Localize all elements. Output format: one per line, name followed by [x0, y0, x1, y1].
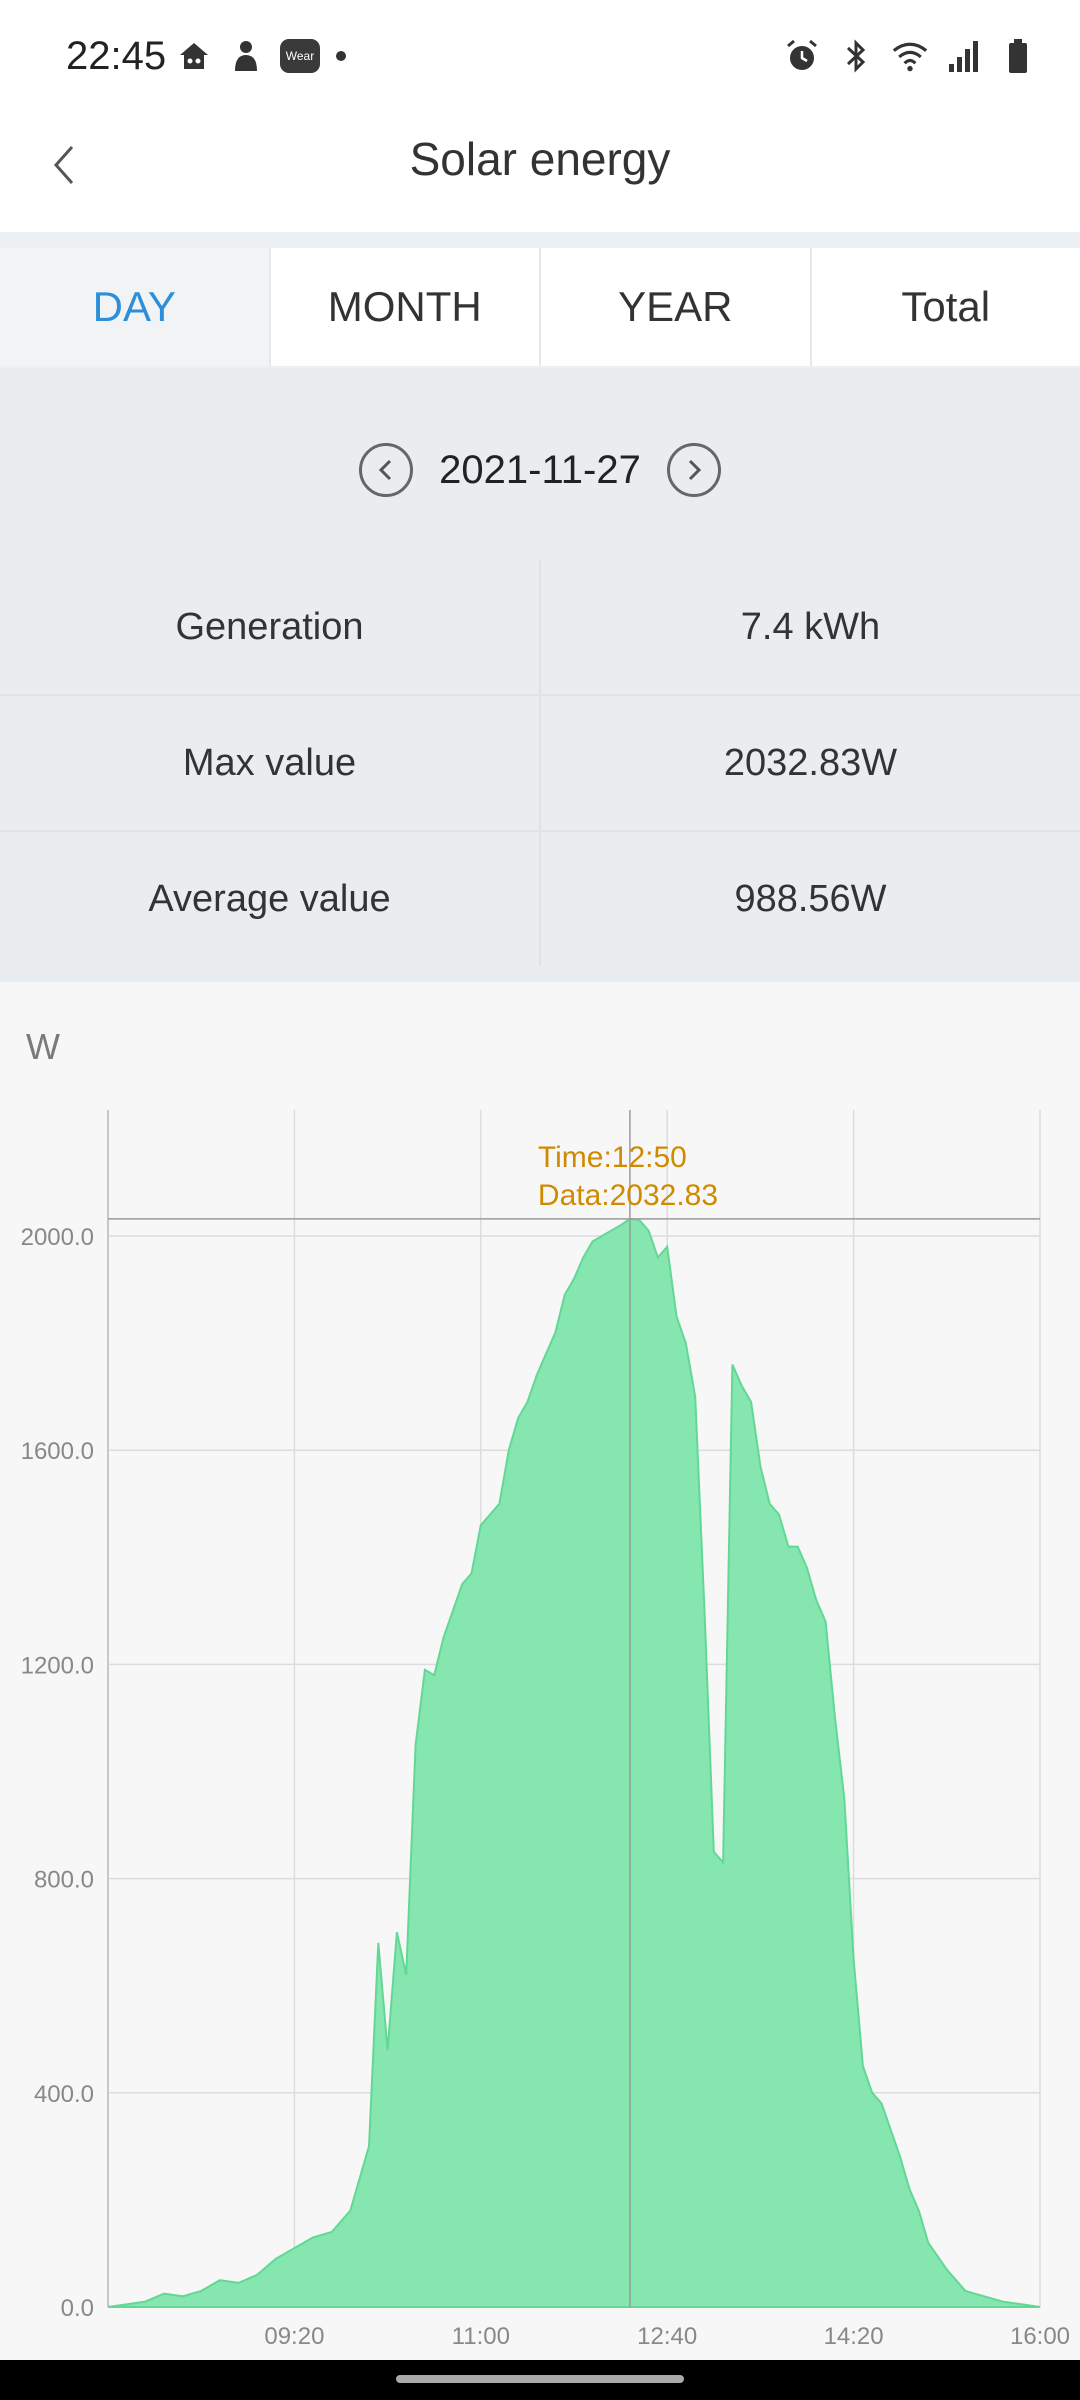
stat-row-max: Max value 2032.83W — [0, 696, 1080, 832]
date-selector: 2021-11-27 — [0, 430, 1080, 510]
chevron-right-icon — [688, 459, 701, 481]
stat-row-average: Average value 988.56W — [0, 832, 1080, 966]
stat-label: Average value — [0, 832, 541, 966]
period-tabs-container: DAY MONTH YEAR Total — [0, 232, 1080, 368]
tab-day[interactable]: DAY — [0, 248, 271, 366]
home-icon — [176, 38, 212, 74]
summary-panel: 2021-11-27 Generation 7.4 kWh Max value … — [0, 368, 1080, 982]
app-bar: Solar energy — [0, 100, 1080, 230]
dot-icon — [336, 51, 346, 61]
person-icon — [228, 38, 264, 74]
period-tabs: DAY MONTH YEAR Total — [0, 248, 1080, 366]
power-chart[interactable]: 0.0 400.0 800.0 1200.0 1600.0 2000.0 09:20 11:0… — [0, 982, 1080, 2360]
y-tick-label: 0.0 — [61, 2295, 94, 2322]
y-tick-label: 1200.0 — [21, 1652, 94, 1679]
alarm-icon — [784, 38, 820, 74]
y-tick-label: 400.0 — [34, 2081, 94, 2108]
back-button[interactable] — [30, 130, 100, 200]
page-title: Solar energy — [409, 133, 671, 185]
x-tick-label: 12:40 — [637, 2323, 697, 2350]
power-series-area — [107, 1217, 1041, 2308]
status-left-icons: Wear — [176, 38, 346, 74]
stat-value: 7.4 kWh — [740, 605, 881, 648]
y-tick-label: 2000.0 — [21, 1224, 94, 1251]
battery-icon — [1000, 38, 1036, 74]
tab-month[interactable]: MONTH — [270, 248, 541, 366]
x-tick-label: 09:20 — [264, 2323, 324, 2350]
chevron-left-icon — [379, 459, 392, 481]
home-gesture-handle[interactable] — [396, 2375, 684, 2383]
y-tick-label: 800.0 — [34, 1867, 94, 1894]
stat-value: 2032.83W — [723, 741, 898, 784]
stat-row-generation: Generation 7.4 kWh — [0, 560, 1080, 696]
bluetooth-icon — [838, 38, 874, 74]
power-chart-area[interactable]: W 0.0 400.0 800.0 1200.0 1600.0 2000.0 09:20 11… — [0, 982, 1080, 2360]
selected-date: 2021-11-27 — [439, 447, 641, 492]
stat-label: Generation — [0, 560, 541, 694]
chart-unit-label: W — [26, 1026, 60, 1067]
tab-year[interactable]: YEAR — [541, 248, 812, 366]
x-tick-label: 14:20 — [824, 2323, 884, 2350]
tooltip-time-label: Time:12:50 — [538, 1141, 687, 1174]
next-date-button[interactable] — [666, 443, 721, 497]
status-right-icons — [784, 38, 1036, 74]
wear-icon: Wear — [280, 39, 320, 73]
status-time: 22:45 — [66, 34, 167, 78]
x-tick-label: 16:00 — [1010, 2323, 1070, 2350]
signal-icon — [946, 38, 982, 74]
stat-value: 988.56W — [734, 877, 887, 920]
chevron-left-icon — [53, 146, 74, 184]
stats-table: Generation 7.4 kWh Max value 2032.83W Av… — [0, 560, 1080, 966]
y-tick-label: 1600.0 — [21, 1438, 94, 1465]
prev-date-button[interactable] — [359, 443, 414, 497]
stat-label: Max value — [0, 696, 541, 830]
tab-total[interactable]: Total — [811, 248, 1080, 366]
x-tick-label: 11:00 — [452, 2323, 510, 2350]
tooltip-data-label: Data:2032.83 — [538, 1179, 718, 1212]
wifi-icon — [892, 38, 928, 74]
navigation-bar — [0, 2360, 1080, 2400]
